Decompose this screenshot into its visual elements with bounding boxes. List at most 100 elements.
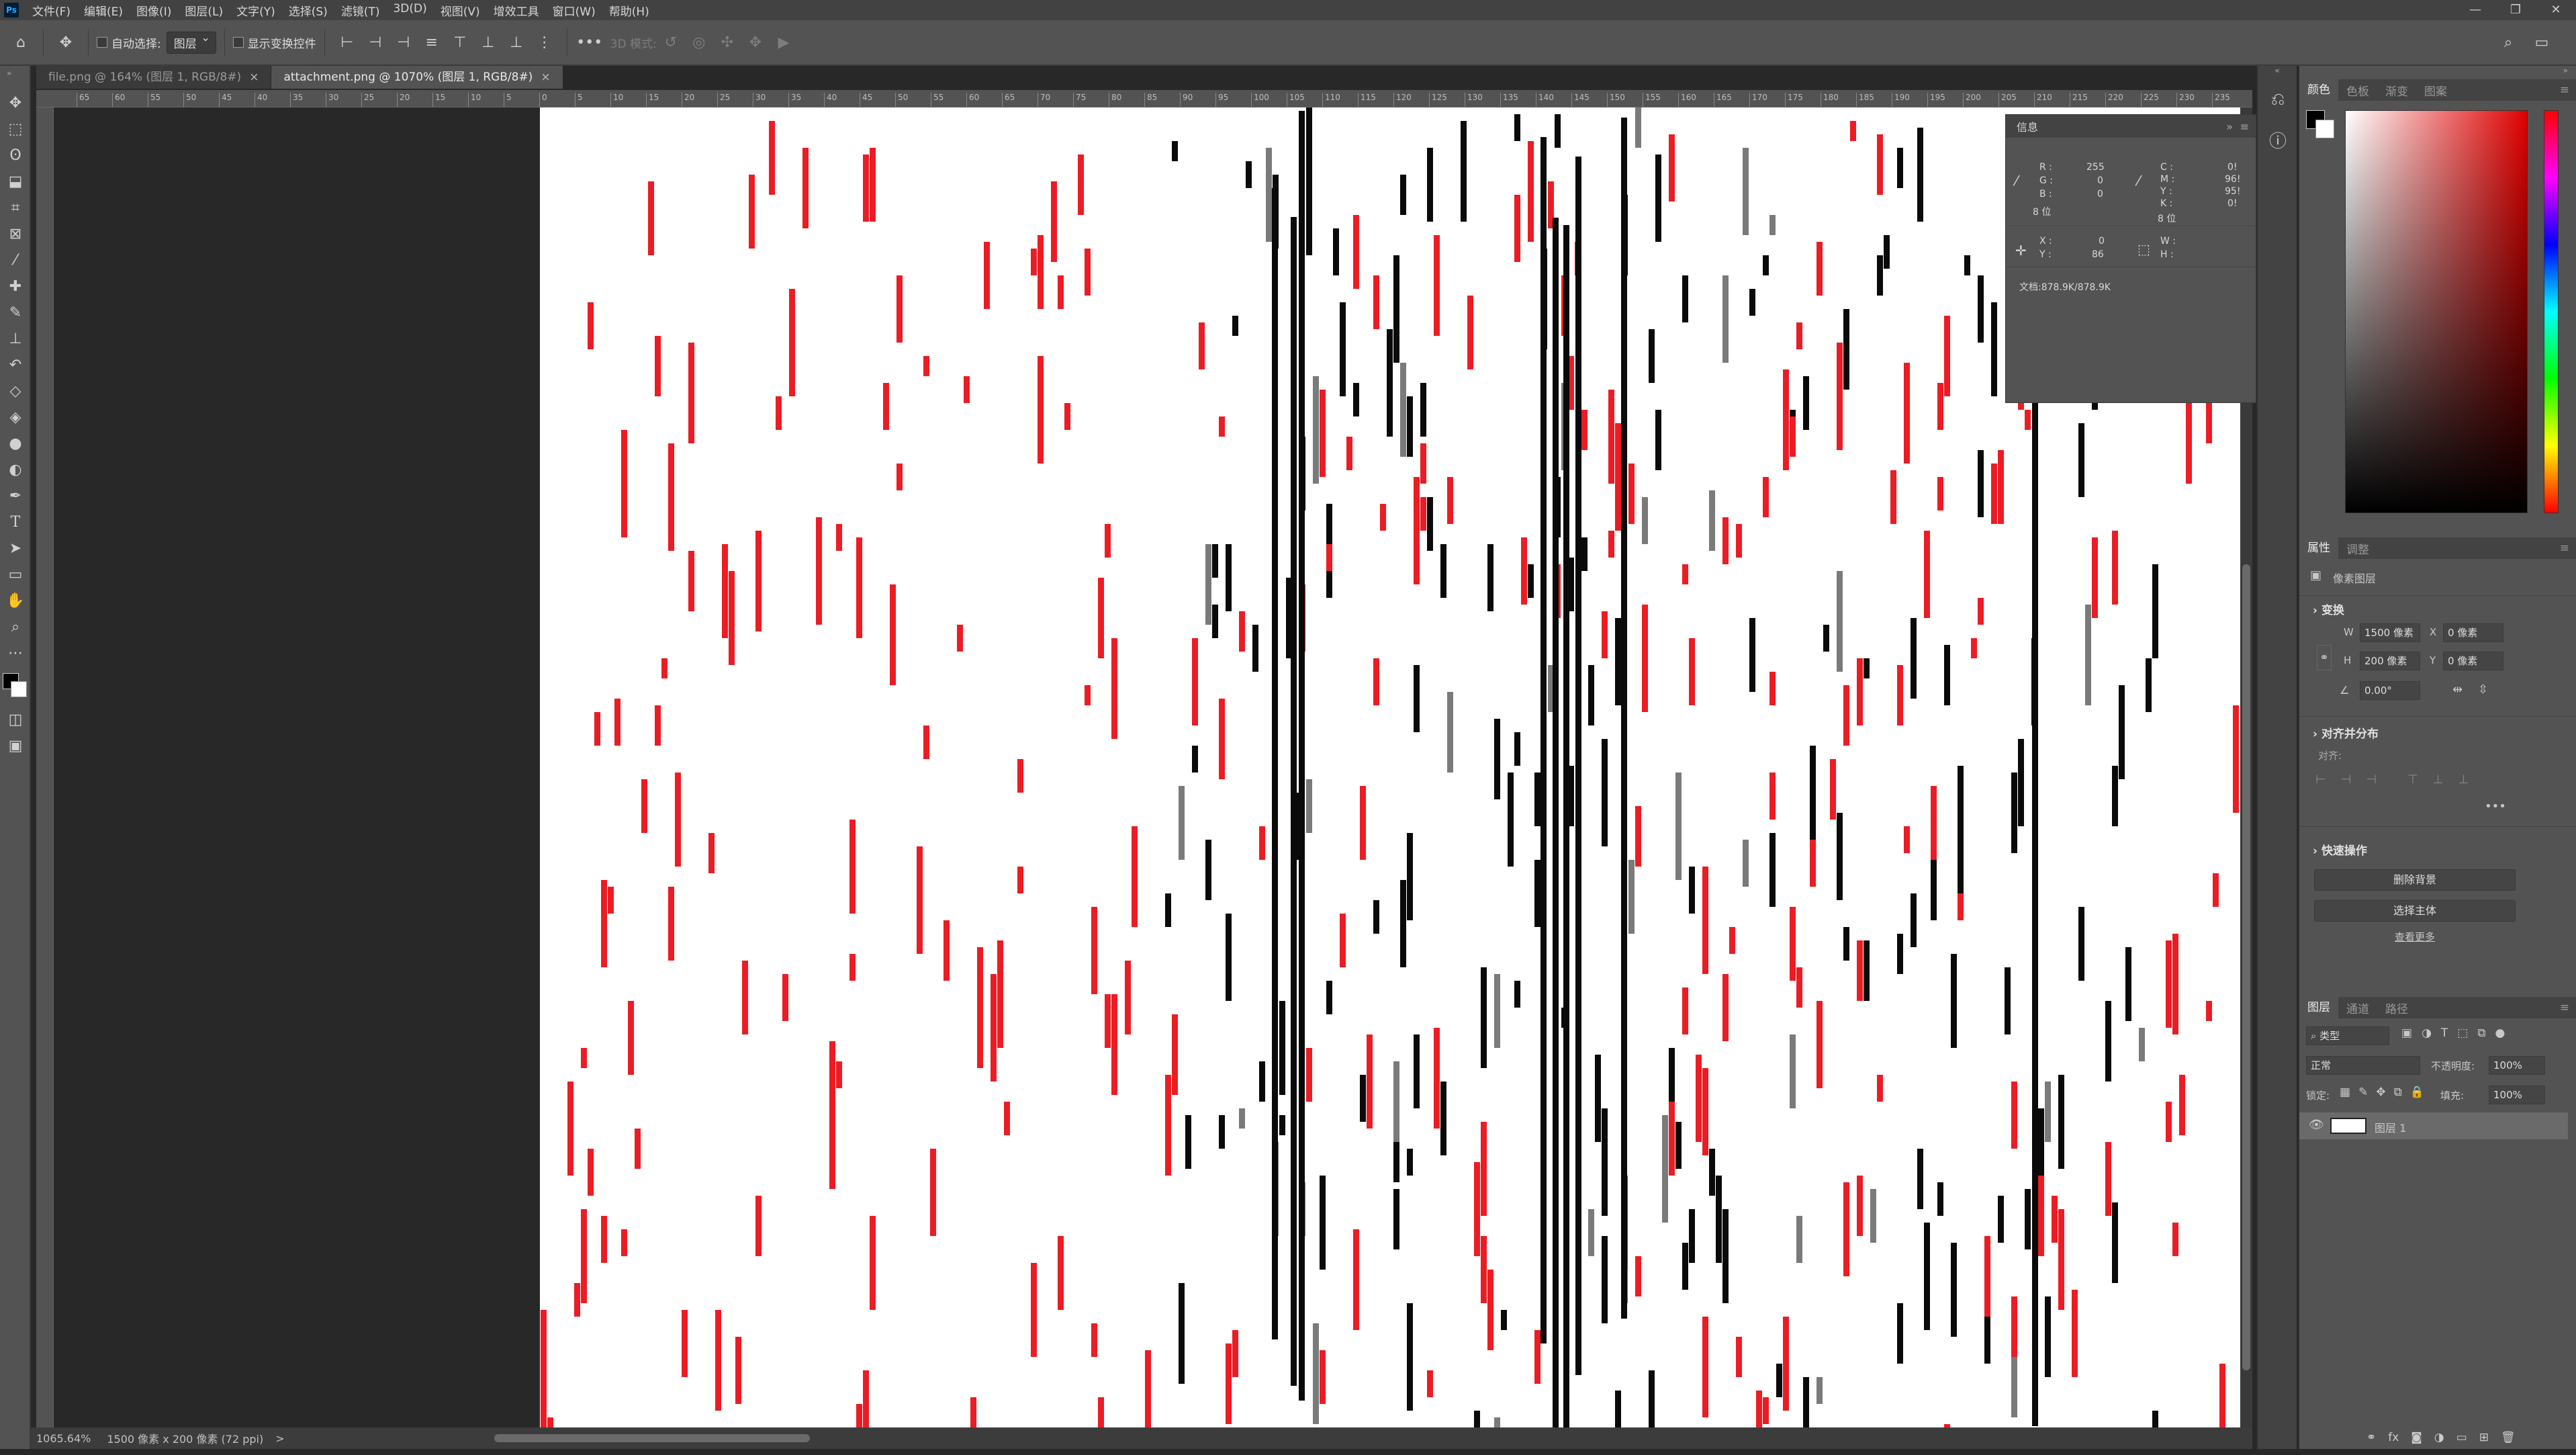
add-mask-icon[interactable]: ◙ [2411, 1431, 2422, 1444]
tab-attachment-png[interactable]: attachment.png @ 1070% (图层 1, RGB/8#) × [271, 66, 563, 89]
align-vcenter-icon[interactable]: ⊥ [2432, 773, 2444, 787]
menu-item-2[interactable]: 图像(I) [136, 5, 172, 19]
close-window-button[interactable]: ✕ [2550, 3, 2561, 17]
vertical-ruler[interactable] [36, 107, 54, 1427]
show-transform-checkbox[interactable] [232, 37, 244, 48]
align-right-icon[interactable]: ⊣ [397, 34, 410, 51]
saturation-brightness-field[interactable] [2345, 110, 2528, 513]
lock-artboard-icon[interactable]: ⧉ [2393, 1086, 2402, 1099]
lasso-tool-icon[interactable]: ʘ [9, 147, 21, 164]
info-panel-icon[interactable]: ⓘ [2268, 131, 2287, 152]
tab-properties[interactable]: 属性 [2299, 537, 2338, 559]
tab-swatches[interactable]: 色板 [2346, 85, 2369, 99]
clone-stamp-icon[interactable]: ⊥ [9, 330, 22, 347]
filter-toggle-icon[interactable]: ● [2495, 1026, 2505, 1040]
tab-paths[interactable]: 路径 [2385, 1002, 2408, 1016]
quick-mask-icon[interactable]: ◫ [8, 711, 23, 728]
distribute-vertical-icon[interactable]: ⋮ [537, 34, 552, 51]
menu-item-11[interactable]: 帮助(H) [608, 5, 649, 19]
opacity-field[interactable]: 100% [2489, 1056, 2545, 1075]
align-left-icon[interactable]: ⊢ [2315, 773, 2326, 787]
3d-orbit-icon[interactable]: ↺ [664, 34, 677, 51]
menu-item-6[interactable]: 滤镜(T) [340, 5, 380, 19]
background-color[interactable] [11, 681, 27, 697]
quick-actions-title[interactable]: › 快速操作 [2313, 844, 2367, 858]
layer-name[interactable]: 图层 1 [2375, 1122, 2407, 1135]
home-icon[interactable]: ⌂ [16, 34, 26, 51]
move-tool-icon[interactable]: ✥ [59, 34, 73, 51]
horizontal-ruler[interactable]: 65 60 55 50 45 40 35 30 25 20 15 10 5 0 5 10 15 20 25 30 35 4… [36, 90, 2252, 107]
vertical-scrollbar[interactable] [2240, 107, 2252, 1427]
lock-transparency-icon[interactable]: ▦ [2340, 1086, 2351, 1099]
zoom-level[interactable]: 1065.64% [36, 1431, 91, 1445]
menu-item-8[interactable]: 视图(V) [440, 5, 480, 19]
pen-tool-icon[interactable]: ✒ [9, 488, 22, 504]
align-middle-icon[interactable]: ⊥ [481, 34, 495, 51]
tab-layers[interactable]: 图层 [2299, 997, 2338, 1018]
healing-brush-icon[interactable]: ✚ [9, 278, 22, 295]
zoom-tool-icon[interactable]: ⌕ [11, 619, 20, 635]
lock-pixels-icon[interactable]: ✎ [2358, 1086, 2368, 1099]
crop-tool-icon[interactable]: ⌗ [11, 200, 20, 216]
frame-tool-icon[interactable]: ⊠ [9, 226, 22, 242]
distribute-icon[interactable]: ≡ [425, 34, 438, 51]
marquee-tool-icon[interactable]: ⬚ [8, 121, 23, 138]
menu-item-7[interactable]: 3D(D) [393, 1, 427, 15]
menu-item-9[interactable]: 增效工具 [493, 5, 539, 19]
layer-row[interactable]: 👁 图层 1 [2299, 1112, 2568, 1139]
remove-background-button[interactable]: 删除背景 [2314, 869, 2516, 891]
transform-title[interactable]: › 变换 [2313, 604, 2344, 617]
more-align-icon[interactable]: ••• [2485, 799, 2506, 813]
fx-icon[interactable]: fx [2388, 1431, 2399, 1444]
more-options-icon[interactable]: ••• [576, 34, 603, 51]
panel-menu-icon[interactable]: ≡ [2559, 1001, 2569, 1014]
tab-channels[interactable]: 通道 [2346, 1002, 2369, 1016]
align-hcenter-icon[interactable]: ⊣ [2340, 773, 2352, 787]
align-top-icon[interactable]: ⊤ [453, 34, 467, 51]
background-swatch[interactable] [2315, 120, 2334, 138]
brush-tool-icon[interactable]: ✎ [9, 304, 22, 321]
auto-select-checkbox[interactable] [97, 37, 107, 48]
hue-slider[interactable] [2544, 110, 2559, 513]
tab-patterns[interactable]: 图案 [2424, 85, 2447, 99]
new-layer-icon[interactable]: ⊞ [2479, 1431, 2489, 1444]
tab-gradients[interactable]: 渐变 [2385, 85, 2408, 99]
horizontal-scrollbar[interactable] [494, 1434, 810, 1442]
see-more-link[interactable]: 查看更多 [2394, 931, 2435, 943]
menu-item-10[interactable]: 窗口(W) [552, 5, 596, 19]
align-bottom-icon[interactable]: ⊥ [2458, 773, 2469, 787]
lock-position-icon[interactable]: ✥ [2376, 1086, 2386, 1099]
3d-roll-icon[interactable]: ◎ [692, 34, 706, 51]
align-top-icon[interactable]: ⊤ [2407, 773, 2418, 787]
filter-smart-icon[interactable]: ⧉ [2477, 1026, 2486, 1040]
menu-item-5[interactable]: 选择(S) [288, 5, 328, 19]
align-left-icon[interactable]: ⊢ [340, 34, 354, 51]
screen-mode-icon[interactable]: ▣ [8, 738, 23, 754]
visibility-eye-icon[interactable]: 👁 [2309, 1118, 2324, 1132]
lock-all-icon[interactable]: 🔒 [2409, 1086, 2424, 1099]
rectangle-tool-icon[interactable]: ▭ [8, 566, 23, 583]
edit-toolbar-icon[interactable]: ⋯ [8, 645, 23, 662]
close-tab-icon[interactable]: × [249, 71, 259, 84]
search-icon[interactable]: ⌕ [2503, 34, 2513, 51]
tab-adjustments[interactable]: 调整 [2346, 543, 2369, 557]
history-panel-icon[interactable]: ⎌ [2270, 89, 2285, 109]
blur-tool-icon[interactable]: ● [9, 435, 22, 452]
align-right-icon[interactable]: ⊣ [2366, 773, 2377, 787]
y-field[interactable]: 0 像素 [2443, 652, 2503, 670]
photoshop-logo[interactable]: Ps [4, 3, 19, 17]
menu-item-1[interactable]: 编辑(E) [84, 5, 124, 19]
tab-file-png[interactable]: file.png @ 164% (图层 1, RGB/8#) × [36, 66, 272, 89]
menu-item-4[interactable]: 文字(Y) [236, 5, 275, 19]
filter-type-icon[interactable]: T [2440, 1026, 2448, 1040]
collapse-panel-icon[interactable]: » [2226, 120, 2233, 133]
menu-item-0[interactable]: 文件(F) [32, 5, 71, 19]
close-tab-icon[interactable]: × [541, 71, 551, 84]
auto-select-dropdown[interactable]: 图层 [166, 31, 216, 54]
align-bottom-icon[interactable]: ⊥ [510, 34, 523, 51]
collapse-panels-icon[interactable]: » [2563, 66, 2568, 75]
link-icon[interactable]: ⚭ [2317, 645, 2332, 670]
select-subject-button[interactable]: 选择主体 [2314, 900, 2516, 922]
x-field[interactable]: 0 像素 [2443, 623, 2503, 642]
minimize-button[interactable]: — [2469, 3, 2481, 17]
